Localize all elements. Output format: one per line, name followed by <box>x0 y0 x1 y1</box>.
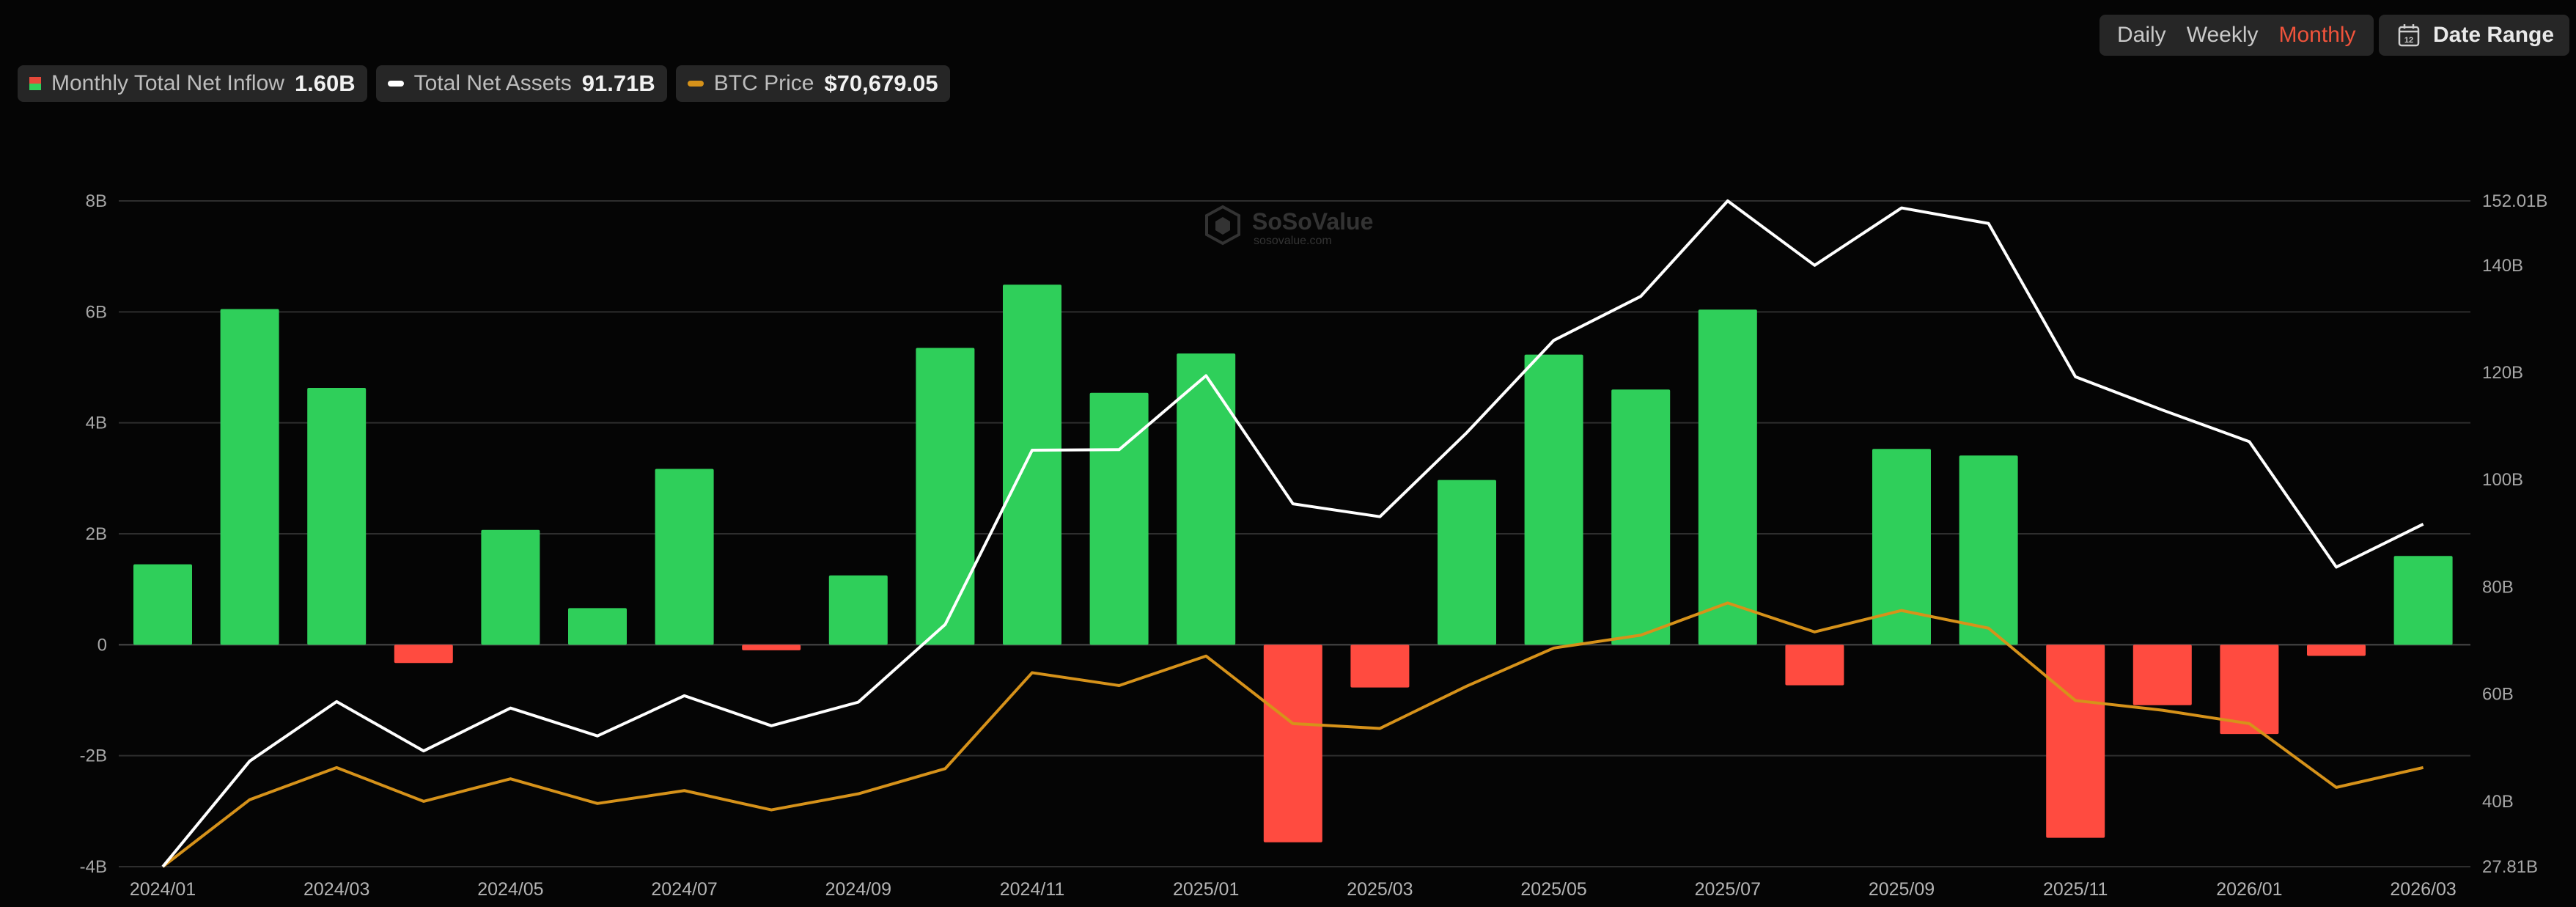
watermark-url: sosovalue.com <box>1254 235 1332 247</box>
period-monthly-button[interactable]: Monthly <box>2278 23 2356 47</box>
legend-net-assets-value: 91.71B <box>581 70 655 96</box>
inflow-bar <box>1177 353 1236 645</box>
right-axis-tick: 40B <box>2482 792 2514 812</box>
inflow-bar <box>1785 645 1844 686</box>
right-axis-tick: 140B <box>2482 256 2523 276</box>
left-axis-labels: -4B -2B 0 2B 4B 6B 8B <box>80 191 107 877</box>
inflow-bar <box>2046 645 2105 838</box>
legend-net-inflow-value: 1.60B <box>294 70 356 96</box>
inflow-bar <box>307 387 367 645</box>
watermark: SoSoValue sosovalue.com <box>1205 205 1373 247</box>
inflow-bar <box>481 529 540 645</box>
svg-text:12: 12 <box>2404 36 2413 45</box>
left-axis-tick: 0 <box>97 635 107 655</box>
x-axis-tick: 2026/01 <box>2216 879 2282 900</box>
left-axis-tick: -2B <box>80 746 107 766</box>
x-axis-tick: 2024/11 <box>1000 879 1065 900</box>
inflow-bar <box>1959 455 2018 645</box>
legend-btc-price-label: BTC Price <box>713 71 814 95</box>
x-axis-tick: 2024/01 <box>130 879 196 900</box>
inflow-bar <box>1263 645 1322 842</box>
inflow-bar <box>2393 556 2453 645</box>
x-axis-tick: 2024/07 <box>651 879 717 900</box>
x-axis-tick: 2025/07 <box>1695 879 1761 900</box>
x-axis-tick: 2025/03 <box>1347 879 1413 900</box>
x-axis-tick: 2025/11 <box>2043 879 2108 900</box>
legend-net-inflow-label: Monthly Total Net Inflow <box>51 71 284 95</box>
btc-price-line <box>161 601 2424 868</box>
net-assets-line <box>161 199 2424 868</box>
chart-legend: Monthly Total Net Inflow 1.60B Total Net… <box>18 65 950 102</box>
date-range-button[interactable]: 12 Date Range <box>2379 15 2569 56</box>
right-axis-tick: 100B <box>2482 470 2523 490</box>
inflow-bar <box>1089 392 1149 645</box>
legend-btc-price-value: $70,679.05 <box>824 70 938 96</box>
inflow-bar <box>133 564 192 645</box>
right-axis-tick: 27.81B <box>2482 857 2538 877</box>
watermark-name: SoSoValue <box>1252 208 1373 235</box>
x-axis-tick: 2025/01 <box>1173 879 1239 900</box>
left-axis-tick: 4B <box>86 414 107 433</box>
inflow-bar <box>1524 354 1583 645</box>
inflow-bar <box>2132 645 2192 705</box>
x-axis-tick: 2024/03 <box>303 879 369 900</box>
inflow-bar <box>742 645 801 650</box>
legend-net-assets-label: Total Net Assets <box>413 71 572 95</box>
x-axis-tick: 2024/05 <box>477 879 543 900</box>
left-axis-tick: 6B <box>86 302 107 322</box>
net-inflow-bars <box>133 284 2453 842</box>
line-swatch-icon <box>387 81 404 87</box>
right-axis-tick: 120B <box>2482 363 2523 383</box>
inflow-bar <box>568 608 627 645</box>
inflow-bar <box>1350 645 1410 688</box>
inflow-bar <box>2307 645 2366 656</box>
sosovalue-logo-icon <box>1205 205 1240 246</box>
bar-swatch-icon <box>29 77 41 90</box>
inflow-bar <box>1872 449 1931 645</box>
right-axis-tick: 80B <box>2482 577 2514 597</box>
x-axis-tick: 2025/05 <box>1520 879 1586 900</box>
right-axis-labels: 27.81B 40B 60B 80B 100B 120B 140B 152.01B <box>2482 191 2547 877</box>
x-axis-tick: 2024/09 <box>825 879 891 900</box>
inflow-bar <box>655 469 714 645</box>
x-axis-tick: 2025/09 <box>1869 879 1935 900</box>
legend-net-assets[interactable]: Total Net Assets 91.71B <box>375 65 667 102</box>
left-axis-tick: 8B <box>86 191 107 211</box>
inflow-bar <box>828 575 888 645</box>
left-axis-tick: -4B <box>80 857 107 877</box>
inflow-bar <box>916 348 975 645</box>
legend-net-inflow[interactable]: Monthly Total Net Inflow 1.60B <box>18 65 367 102</box>
date-range-label: Date Range <box>2433 23 2555 47</box>
inflow-bar <box>1438 480 1496 645</box>
inflow-bar <box>1003 284 1061 645</box>
line-swatch-icon <box>687 81 704 87</box>
inflow-bar <box>1611 389 1671 645</box>
period-toggle: Daily Weekly Monthly <box>2100 15 2374 56</box>
inflow-bar <box>2220 645 2279 735</box>
x-axis-labels: 2024/01 2024/03 2024/05 2024/07 2024/09 2024/… <box>130 879 2457 900</box>
right-axis-tick: 152.01B <box>2482 191 2547 211</box>
right-axis-tick: 60B <box>2482 685 2514 705</box>
left-axis-tick: 2B <box>86 524 107 544</box>
legend-btc-price[interactable]: BTC Price $70,679.05 <box>675 65 950 102</box>
x-axis-tick: 2026/03 <box>2390 879 2456 900</box>
series-lines <box>161 199 2424 868</box>
inflow-bar <box>220 309 279 645</box>
period-weekly-button[interactable]: Weekly <box>2186 23 2259 47</box>
inflow-bar <box>394 645 453 664</box>
calendar-icon: 12 <box>2398 24 2420 47</box>
period-daily-button[interactable]: Daily <box>2117 23 2166 47</box>
inflow-bar <box>1698 309 1757 645</box>
